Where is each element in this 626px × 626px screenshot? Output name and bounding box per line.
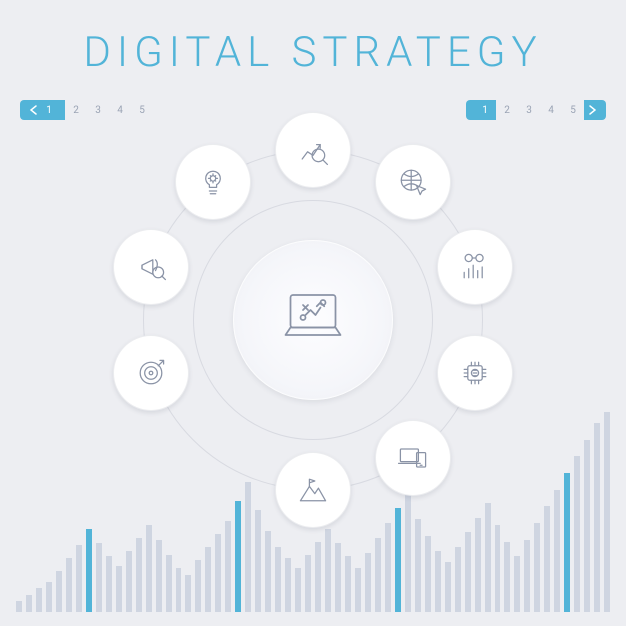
chart-bar [355, 568, 361, 612]
chart-bar [56, 571, 62, 612]
page-title: DIGITAL STRATEGY [0, 0, 626, 81]
chart-bar [116, 566, 122, 612]
node-analytics-search [275, 112, 351, 188]
page-nav-left: 1 2 3 4 5 [20, 100, 153, 120]
chart-bar [564, 473, 570, 612]
node-mountain-flag [275, 452, 351, 528]
node-target [113, 335, 189, 411]
nav-right-arrow[interactable] [584, 100, 606, 120]
center-node [233, 240, 393, 400]
lightbulb-gear-icon [195, 164, 231, 200]
chart-bar [195, 560, 201, 612]
nav-left-3[interactable]: 3 [87, 100, 109, 120]
node-cpu-chip [437, 335, 513, 411]
chart-bar [185, 575, 191, 612]
chart-bar [365, 553, 371, 612]
chart-bar [514, 556, 520, 612]
nav-left-5[interactable]: 5 [131, 100, 153, 120]
nav-left-4[interactable]: 4 [109, 100, 131, 120]
node-data-binoculars [437, 229, 513, 305]
nav-right-3[interactable]: 3 [518, 100, 540, 120]
chart-bar [604, 412, 610, 612]
chart-bar [435, 551, 441, 612]
analytics-search-icon [295, 132, 331, 168]
chart-bar [295, 568, 301, 612]
nav-left-active[interactable]: 1 [20, 100, 65, 120]
node-lightbulb-gear [175, 144, 251, 220]
chart-bar [16, 601, 22, 612]
nav-right-2[interactable]: 2 [496, 100, 518, 120]
nav-left-2[interactable]: 2 [65, 100, 87, 120]
chart-bar [36, 588, 42, 612]
devices-icon [395, 440, 431, 476]
page-nav-right: 1 2 3 4 5 [466, 100, 606, 120]
chart-bar [106, 556, 112, 612]
chart-bar [126, 551, 132, 612]
node-globe-click [375, 144, 451, 220]
chart-bar [66, 558, 72, 612]
chart-bar [166, 555, 172, 612]
data-binoculars-icon [457, 249, 493, 285]
megaphone-search-icon [133, 249, 169, 285]
node-devices [375, 420, 451, 496]
chart-bar [26, 595, 32, 612]
nav-right-1[interactable]: 1 [474, 100, 496, 120]
nav-left-1[interactable]: 1 [38, 100, 60, 120]
chart-bar [46, 582, 52, 612]
laptop-strategy-icon [273, 280, 353, 360]
nav-right-5[interactable]: 5 [562, 100, 584, 120]
radial-diagram [73, 80, 553, 560]
chart-bar [176, 568, 182, 612]
chart-bar [305, 555, 311, 612]
target-icon [133, 355, 169, 391]
chart-bar [574, 456, 580, 612]
globe-click-icon [395, 164, 431, 200]
chart-bar [345, 556, 351, 612]
chart-bar [554, 490, 560, 612]
chart-bar [285, 558, 291, 612]
chart-bar [594, 423, 600, 612]
node-megaphone-search [113, 229, 189, 305]
chart-bar [584, 440, 590, 612]
nav-right-4[interactable]: 4 [540, 100, 562, 120]
chart-bar [445, 562, 451, 612]
mountain-flag-icon [295, 472, 331, 508]
cpu-chip-icon [457, 355, 493, 391]
